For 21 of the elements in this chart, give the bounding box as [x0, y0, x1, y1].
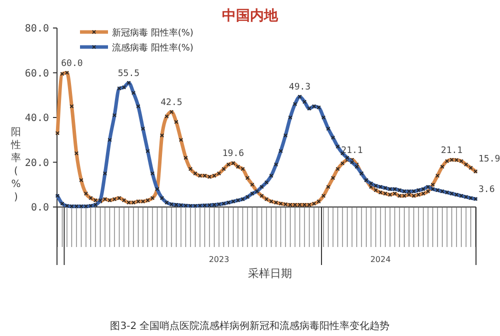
- y-tick-label: 80.0: [24, 24, 49, 34]
- y-tick-label: 20.0: [24, 158, 49, 169]
- data-label: 19.6: [222, 149, 244, 160]
- data-label: 15.9: [478, 154, 500, 164]
- text: 2023: [208, 255, 230, 264]
- data-label: 60.0: [61, 58, 83, 69]
- data-label: 55.5: [118, 68, 140, 79]
- y-axis-title: 阳性率(%): [10, 127, 21, 203]
- data-label: 42.5: [160, 98, 182, 108]
- y-tick-label: 60.0: [24, 68, 49, 80]
- chart-title: 中国内地: [222, 8, 279, 24]
- y-tick-label: 0.0: [30, 202, 49, 214]
- legend-label: 新冠病毒 阳性率(%): [112, 28, 194, 38]
- legend-label: 流感病毒 阳性率(%): [112, 42, 194, 54]
- x-axis-title: 采样日期: [248, 267, 292, 280]
- data-label: 49.3: [288, 82, 311, 93]
- data-label: 21.1: [440, 146, 463, 156]
- text: 2024: [370, 255, 391, 264]
- y-tick-label: 40.0: [24, 113, 49, 124]
- caption: 图3-2 全国哨点医院流感样病例新冠和流感病毒阳性率变化趋势: [110, 320, 390, 332]
- data-label: 3.6: [478, 184, 495, 195]
